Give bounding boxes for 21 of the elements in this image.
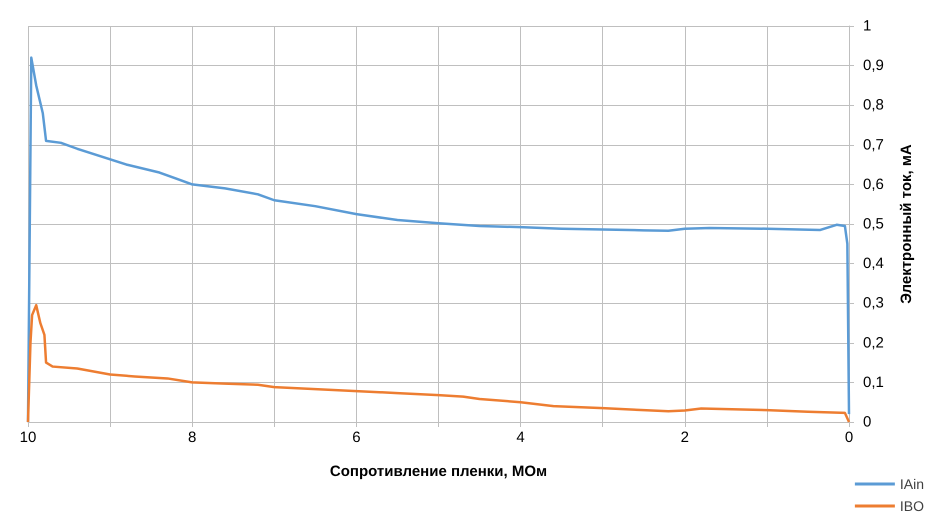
- y-tick-label: 0,4: [863, 255, 884, 272]
- x-tick-label: 10: [20, 429, 36, 446]
- y-tick-label: 0,8: [863, 96, 884, 114]
- y-tick-label: 0,5: [863, 216, 884, 232]
- y-tick-label: 0: [863, 414, 872, 430]
- x-tick-label: 2: [680, 429, 689, 446]
- y-axis-title: Электронный ток, мА: [898, 144, 915, 304]
- x-tick-label: 6: [352, 429, 361, 446]
- y-tick-label: 0,3: [863, 294, 884, 312]
- y-tick-label: 0,9: [863, 57, 884, 74]
- legend-label: IAin: [900, 476, 924, 492]
- legend-label: IBO: [900, 498, 924, 514]
- y-tick-label: 0,1: [863, 374, 884, 391]
- x-tick-label: 4: [516, 429, 525, 446]
- x-tick-label: 8: [188, 429, 196, 446]
- y-tick-label: 0,2: [863, 334, 884, 352]
- x-tick-label: 0: [844, 429, 854, 446]
- y-tick-label: 0,7: [863, 136, 884, 154]
- y-tick-label: 0,6: [863, 176, 884, 193]
- x-axis-title: Сопротивление пленки, МОм: [330, 463, 548, 480]
- y-tick-label: 1: [863, 18, 872, 34]
